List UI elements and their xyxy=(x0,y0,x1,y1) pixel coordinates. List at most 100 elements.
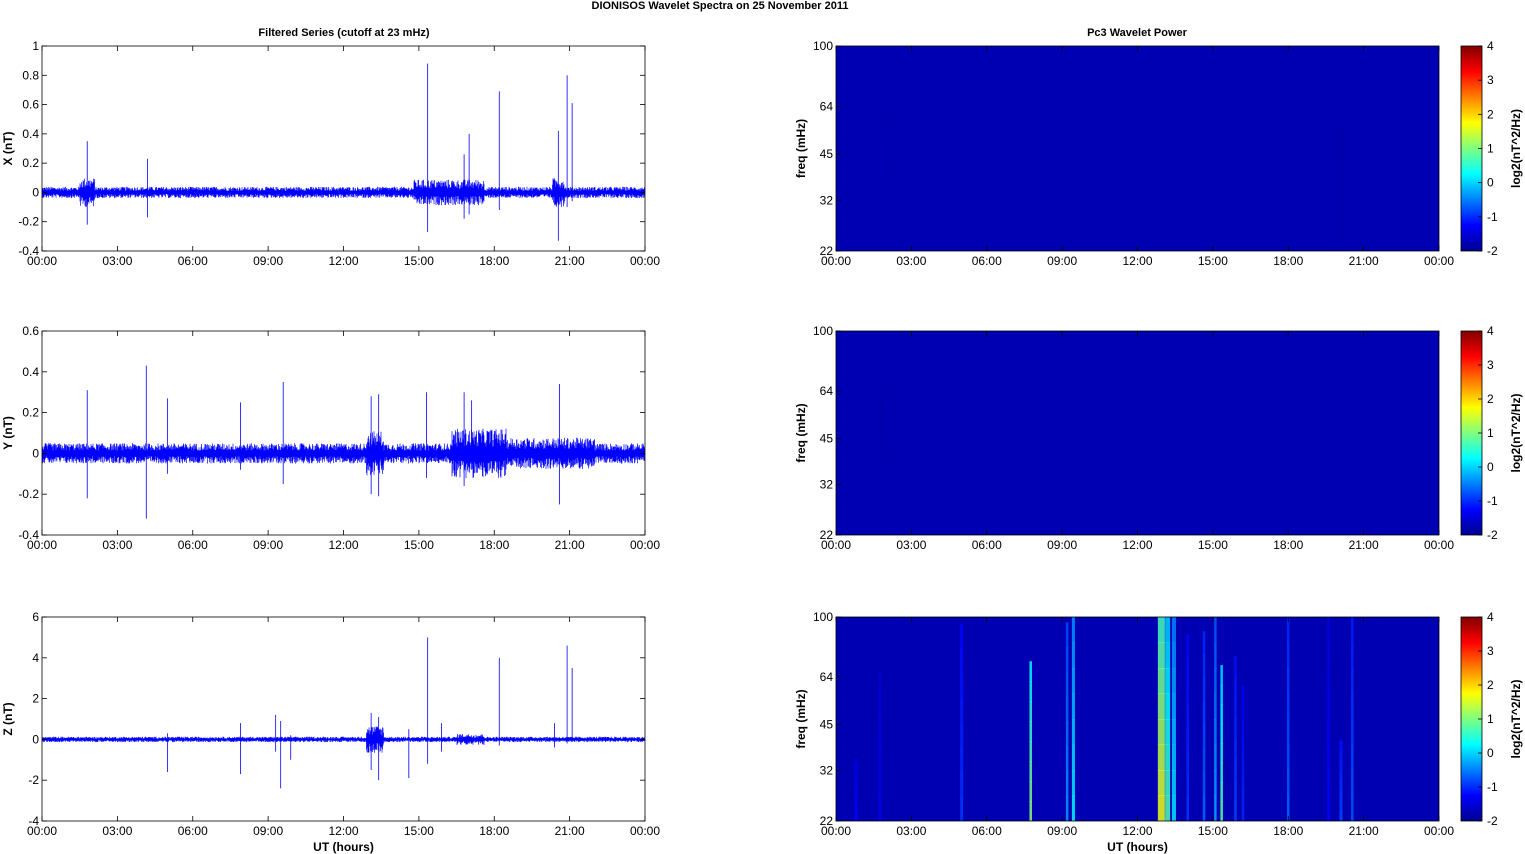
power-cell xyxy=(879,432,883,441)
power-cell xyxy=(1029,721,1032,742)
y-tick-label: -0.4 xyxy=(18,244,39,258)
x-tick-label: 21:00 xyxy=(555,254,585,268)
y-tick-label: 64 xyxy=(820,384,834,398)
y-tick-label: 6 xyxy=(32,610,39,624)
power-cell xyxy=(1339,770,1343,782)
power-cell xyxy=(854,797,858,806)
power-cell xyxy=(879,447,883,455)
power-cell xyxy=(1165,719,1171,745)
panel-z: 6 4 2 0 -2 -4 Z (nT) 00:00 03:00 06:00 09:00 12:00 1… xyxy=(1,610,660,854)
power-cell xyxy=(879,395,883,404)
y-tick-label: 45 xyxy=(820,432,834,446)
colorbar-tick-label: 0 xyxy=(1487,176,1494,190)
y-tick-label: 4 xyxy=(32,651,39,665)
colorbar-label: log2(nT^2/Hz) xyxy=(1509,679,1523,758)
power-cell xyxy=(879,410,883,419)
colorbar-label: log2(nT^2/Hz) xyxy=(1509,393,1523,472)
x-tick-label: 09:00 xyxy=(1047,538,1077,552)
power-cell xyxy=(1351,642,1354,669)
power-cell xyxy=(1339,235,1343,251)
series-line xyxy=(42,365,645,519)
power-cell xyxy=(1071,617,1075,643)
x-tick-label: 00:00 xyxy=(1424,824,1454,838)
x-tick-label: 03:00 xyxy=(102,538,132,552)
colorbar-tick-label: -1 xyxy=(1487,780,1498,794)
x-tick-label: 18:00 xyxy=(1273,254,1303,268)
power-cell xyxy=(1351,693,1354,720)
x-tick-label: 06:00 xyxy=(178,538,208,552)
power-cell xyxy=(1286,642,1290,669)
x-tick-label: 15:00 xyxy=(404,254,434,268)
power-cell xyxy=(1327,642,1330,669)
power-cell xyxy=(1202,726,1206,751)
power-cell xyxy=(879,119,883,128)
power-cell xyxy=(879,143,883,153)
power-cell xyxy=(1286,617,1290,643)
power-cell xyxy=(878,672,882,692)
x-tick-label: 00:00 xyxy=(27,538,57,552)
heatmap-cells xyxy=(879,110,1343,251)
power-cell xyxy=(1071,744,1075,771)
x-tick-label: 18:00 xyxy=(1273,538,1303,552)
power-cell xyxy=(1327,795,1330,821)
x-tick-label: 00:00 xyxy=(630,254,660,268)
power-cell xyxy=(1157,693,1165,720)
power-cell xyxy=(879,168,883,178)
y-tick-label: 0 xyxy=(32,185,39,199)
colorbar-tick-label: 2 xyxy=(1487,107,1494,121)
power-cell xyxy=(1171,642,1176,669)
power-cell xyxy=(1351,770,1354,796)
power-cell xyxy=(879,160,883,170)
colorbar-label: log2(nT^2/Hz) xyxy=(1509,109,1523,188)
x-tick-label: 06:00 xyxy=(972,538,1002,552)
power-cell xyxy=(854,758,858,767)
power-cell xyxy=(1220,782,1223,803)
y-tick-label: -0.4 xyxy=(18,528,39,542)
power-cell xyxy=(1171,719,1176,745)
colorbar-tick-label: 4 xyxy=(1487,39,1494,53)
series-line xyxy=(42,63,645,241)
power-cell xyxy=(1071,642,1075,669)
x-tick-label: 03:00 xyxy=(896,824,926,838)
power-cell xyxy=(879,402,883,411)
x-tick-label: 15:00 xyxy=(1198,254,1228,268)
power-cell xyxy=(1171,693,1176,720)
power-cell xyxy=(1157,719,1165,745)
power-cell xyxy=(854,789,858,799)
colorbar-tick-label: 0 xyxy=(1487,460,1494,474)
power-cell xyxy=(879,439,883,448)
y-axis-label: freq (mHz) xyxy=(794,119,808,178)
x-tick-label: 03:00 xyxy=(102,824,132,838)
power-cell xyxy=(1165,795,1171,821)
power-cell xyxy=(1241,804,1245,821)
x-tick-label: 03:00 xyxy=(896,538,926,552)
x-tick-label: 18:00 xyxy=(479,824,509,838)
y-tick-label: 1 xyxy=(32,39,39,53)
y-tick-label: 45 xyxy=(820,718,834,732)
x-tick-label: 18:00 xyxy=(479,538,509,552)
power-cell xyxy=(1351,617,1354,643)
y-tick-label: 64 xyxy=(820,670,834,684)
power-cell xyxy=(879,110,883,120)
x-tick-label: 21:00 xyxy=(1349,538,1379,552)
power-cell xyxy=(1157,795,1165,821)
x-tick-label: 09:00 xyxy=(1047,254,1077,268)
power-cell xyxy=(1234,676,1237,698)
y-tick-label: 45 xyxy=(820,147,834,161)
x-tick-label: 00:00 xyxy=(1424,254,1454,268)
power-cell xyxy=(1202,797,1206,821)
power-cell xyxy=(1165,770,1171,796)
y-tick-label: 0 xyxy=(32,446,39,460)
power-cell xyxy=(960,648,964,674)
y-tick-label: 0.4 xyxy=(22,365,39,379)
power-cell xyxy=(1241,770,1245,788)
power-cell xyxy=(1065,721,1069,748)
power-cell xyxy=(1186,704,1190,729)
power-cell xyxy=(960,623,964,650)
power-cell xyxy=(1339,173,1343,190)
y-tick-label: 0.6 xyxy=(22,98,39,112)
power-cell xyxy=(1351,744,1354,771)
y-tick-label: -0.2 xyxy=(18,487,39,501)
power-cell xyxy=(1351,719,1354,745)
